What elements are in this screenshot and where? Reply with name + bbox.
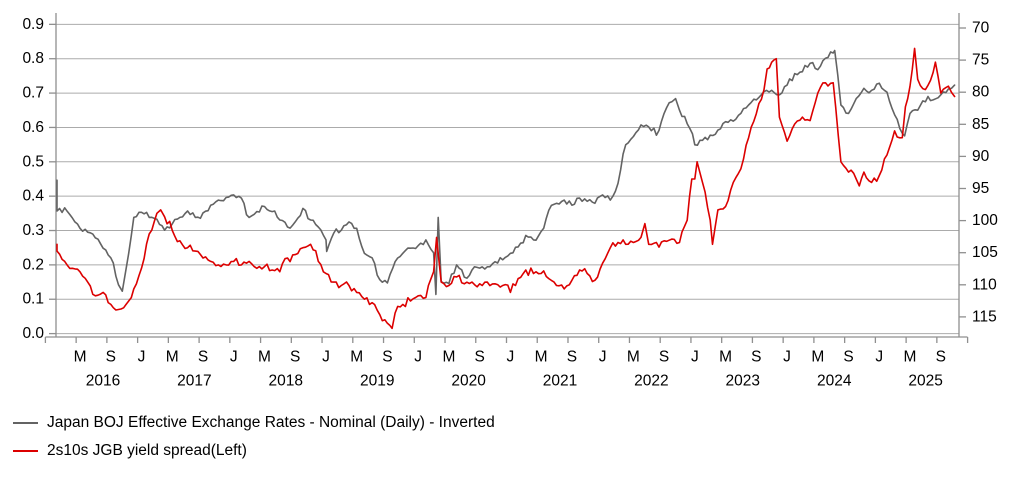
month-label: J bbox=[599, 349, 607, 366]
series-lines bbox=[56, 47, 956, 330]
month-label: S bbox=[106, 349, 116, 366]
month-label: S bbox=[843, 349, 853, 366]
left-axis-label: 0.9 bbox=[22, 16, 44, 33]
year-label: 2017 bbox=[177, 373, 211, 390]
month-label: M bbox=[166, 349, 179, 366]
series-line-jgb-spread bbox=[56, 47, 956, 330]
month-label: S bbox=[382, 349, 392, 366]
month-label: S bbox=[567, 349, 577, 366]
legend-label-spread: 2s10s JGB yield spread(Left) bbox=[47, 442, 247, 459]
chart-canvas: 0.9 0.8 0.7 0.6 0.5 0.4 0.3 0.2 0.1 0.0 70 75 80 85 90… bbox=[22, 13, 998, 390]
legend-line-sample-spread bbox=[13, 450, 38, 452]
month-label: S bbox=[751, 349, 761, 366]
month-label: S bbox=[198, 349, 208, 366]
left-axis-label: 0.7 bbox=[22, 85, 44, 102]
month-label: S bbox=[290, 349, 300, 366]
month-label: J bbox=[138, 349, 146, 366]
month-label: M bbox=[535, 349, 548, 366]
month-label: J bbox=[507, 349, 515, 366]
month-label: M bbox=[442, 349, 455, 366]
year-label: 2024 bbox=[817, 373, 852, 390]
month-label: M bbox=[627, 349, 640, 366]
right-axis-label: 75 bbox=[972, 52, 989, 69]
month-label: J bbox=[414, 349, 422, 366]
legend-item-spread: 2s10s JGB yield spread(Left) bbox=[13, 441, 495, 461]
month-label: J bbox=[691, 349, 699, 366]
month-label: M bbox=[719, 349, 732, 366]
series-line-boj-neer bbox=[56, 49, 956, 296]
month-label: S bbox=[474, 349, 484, 366]
right-axis-label: 70 bbox=[972, 20, 990, 37]
right-axis-label: 100 bbox=[972, 212, 998, 229]
month-label: J bbox=[783, 349, 791, 366]
year-label: 2021 bbox=[543, 373, 577, 390]
right-axis-label: 90 bbox=[972, 148, 990, 165]
year-label: 2016 bbox=[86, 373, 120, 390]
left-axis-label: 0.3 bbox=[22, 222, 44, 239]
left-axis-label: 0.4 bbox=[22, 188, 44, 205]
year-label: 2025 bbox=[908, 373, 942, 390]
month-label: S bbox=[659, 349, 669, 366]
left-axis-label: 0.2 bbox=[22, 256, 44, 273]
right-axis-label: 115 bbox=[972, 308, 997, 325]
month-label: J bbox=[875, 349, 883, 366]
month-label: M bbox=[904, 349, 917, 366]
left-axis-label: 0.5 bbox=[22, 153, 44, 170]
month-label: S bbox=[936, 349, 946, 366]
left-axis-label: 0.1 bbox=[22, 291, 44, 308]
year-label: 2022 bbox=[634, 373, 668, 390]
legend-item-neer: Japan BOJ Effective Exchange Rates - Nom… bbox=[13, 413, 495, 433]
month-label: M bbox=[258, 349, 271, 366]
month-label: M bbox=[350, 349, 363, 366]
legend-line-sample-gray bbox=[13, 422, 38, 424]
gridlines bbox=[56, 23, 959, 335]
year-label: 2020 bbox=[451, 373, 486, 390]
legend-label-neer: Japan BOJ Effective Exchange Rates - Nom… bbox=[47, 414, 495, 431]
left-axis-label: 0.0 bbox=[22, 325, 44, 342]
month-label: J bbox=[230, 349, 238, 366]
axes: 0.9 0.8 0.7 0.6 0.5 0.4 0.3 0.2 0.1 0.0 70 75 80 85 90… bbox=[22, 13, 998, 390]
left-axis-label: 0.6 bbox=[22, 119, 44, 136]
month-label: M bbox=[74, 349, 87, 366]
year-label: 2018 bbox=[269, 373, 303, 390]
right-axis-label: 110 bbox=[972, 276, 997, 293]
right-axis-label: 80 bbox=[972, 84, 990, 101]
year-label: 2019 bbox=[360, 373, 394, 390]
month-label: M bbox=[811, 349, 824, 366]
right-axis-label: 95 bbox=[972, 180, 989, 197]
year-label: 2023 bbox=[726, 373, 760, 390]
chart-legend: Japan BOJ Effective Exchange Rates - Nom… bbox=[13, 413, 495, 461]
right-axis-label: 85 bbox=[972, 116, 989, 133]
left-axis-label: 0.8 bbox=[22, 50, 44, 67]
month-label: J bbox=[322, 349, 330, 366]
right-axis-label: 105 bbox=[972, 244, 998, 261]
